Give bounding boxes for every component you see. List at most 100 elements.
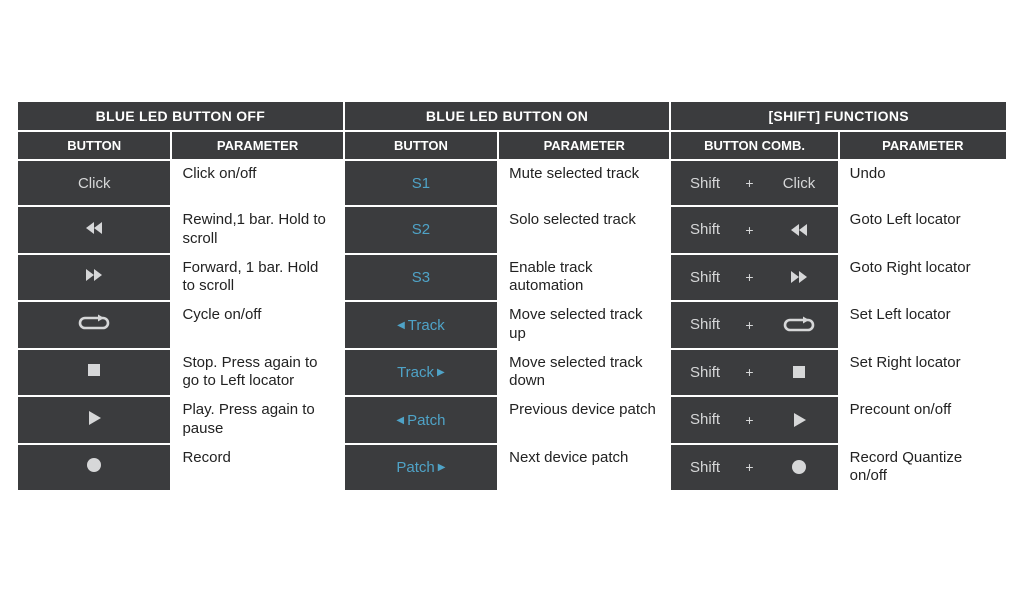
- section-shift-header: [SHIFT] FUNCTIONS: [670, 101, 1007, 131]
- table-row: Stop. Press again to go to Left locator T…: [17, 349, 1007, 397]
- off-button-cell: [17, 301, 171, 349]
- off-param-cell: Record: [171, 444, 343, 492]
- shift-combo-inner: Shift +: [671, 445, 837, 491]
- section-on-header: BLUE LED BUTTON ON: [344, 101, 671, 131]
- shift-combo-inner: Shift +: [671, 302, 837, 348]
- plus-label: +: [745, 269, 753, 285]
- col-on-param: PARAMETER: [498, 131, 670, 160]
- on-param-cell: Mute selected track: [498, 160, 670, 206]
- shift-combo-cell: Shift +: [670, 444, 838, 492]
- arrow-label: ◀Track: [397, 317, 445, 334]
- button-label: Click: [78, 175, 111, 192]
- stop-icon: [790, 363, 808, 381]
- on-param-cell: Move selected track up: [498, 301, 670, 349]
- shift-combo-cell: Shift +: [670, 254, 838, 302]
- col-shift-param: PARAMETER: [839, 131, 1007, 160]
- col-header-row: BUTTON PARAMETER BUTTON PARAMETER BUTTON…: [17, 131, 1007, 160]
- button-label: Patch: [407, 412, 445, 429]
- on-param-cell: Previous device patch: [498, 396, 670, 444]
- stop-icon: [85, 361, 103, 379]
- table-row: Cycle on/off ◀Track Move selected track up…: [17, 301, 1007, 349]
- section-off-header: BLUE LED BUTTON OFF: [17, 101, 344, 131]
- button-label: Track: [408, 317, 445, 334]
- on-param-cell: Solo selected track: [498, 206, 670, 254]
- cycle-icon: [782, 316, 816, 334]
- shift-param-cell: Precount on/off: [839, 396, 1007, 444]
- shift-combo-cell: Shift +: [670, 349, 838, 397]
- shift-combo-inner: Shift +: [671, 397, 837, 443]
- shift-param-cell: Set Left locator: [839, 301, 1007, 349]
- shift-label: Shift: [690, 411, 720, 428]
- plus-label: +: [745, 317, 753, 333]
- shift-label: Shift: [690, 175, 720, 192]
- shift-combo-cell: Shift +: [670, 396, 838, 444]
- plus-label: +: [745, 364, 753, 380]
- table-row: Click Click on/off S1 Mute selected track S…: [17, 160, 1007, 206]
- shift-combo-cell: Shift +: [670, 301, 838, 349]
- triangle-left-icon: ◀: [397, 320, 405, 331]
- col-off-button: BUTTON: [17, 131, 171, 160]
- off-button-cell: Click: [17, 160, 171, 206]
- shift-label: Shift: [690, 269, 720, 286]
- triangle-right-icon: ▶: [438, 462, 446, 473]
- shift-label: Shift: [690, 221, 720, 238]
- off-param-cell: Click on/off: [171, 160, 343, 206]
- off-param-cell: Rewind,1 bar. Hold to scroll: [171, 206, 343, 254]
- shift-glyph: Click: [779, 175, 819, 192]
- shift-label: Shift: [690, 364, 720, 381]
- on-button-cell: ◀Patch: [344, 396, 498, 444]
- cycle-icon: [77, 314, 111, 332]
- forward-icon: [84, 266, 104, 284]
- table-row: Play. Press again to pause◀PatchPrevious…: [17, 396, 1007, 444]
- on-param-cell: Next device patch: [498, 444, 670, 492]
- button-label: S3: [412, 269, 430, 286]
- button-label: Click: [783, 175, 816, 192]
- off-param-cell: Cycle on/off: [171, 301, 343, 349]
- shift-glyph: [779, 268, 819, 286]
- button-label: Patch: [396, 459, 434, 476]
- table-row: Forward, 1 bar. Hold to scrollS3Enable t…: [17, 254, 1007, 302]
- play-icon: [85, 409, 103, 427]
- triangle-left-icon: ◀: [396, 415, 404, 426]
- off-param-cell: Play. Press again to pause: [171, 396, 343, 444]
- shift-glyph: [779, 411, 819, 429]
- on-button-cell: S2: [344, 206, 498, 254]
- off-button-cell: [17, 349, 171, 397]
- shift-glyph: [779, 363, 819, 381]
- on-param-cell: Move selected track down: [498, 349, 670, 397]
- on-button-cell: Track▶: [344, 349, 498, 397]
- shift-glyph: [779, 458, 819, 476]
- on-button-cell: ◀Track: [344, 301, 498, 349]
- shift-combo-inner: Shift +: [671, 255, 837, 301]
- plus-label: +: [745, 459, 753, 475]
- shift-label: Shift: [690, 459, 720, 476]
- off-button-cell: [17, 396, 171, 444]
- button-label: Track: [397, 364, 434, 381]
- off-button-cell: [17, 444, 171, 492]
- off-button-cell: [17, 206, 171, 254]
- play-icon: [790, 411, 808, 429]
- shift-combo-inner: Shift +: [671, 350, 837, 396]
- shift-param-cell: Set Right locator: [839, 349, 1007, 397]
- controls-table: BLUE LED BUTTON OFF BLUE LED BUTTON ON […: [16, 100, 1008, 492]
- shift-combo-cell: Shift + Click: [670, 160, 838, 206]
- shift-combo-cell: Shift +: [670, 206, 838, 254]
- col-off-param: PARAMETER: [171, 131, 343, 160]
- table-row: RecordPatch▶Next device patch Shift + Re…: [17, 444, 1007, 492]
- off-button-cell: [17, 254, 171, 302]
- shift-param-cell: Undo: [839, 160, 1007, 206]
- button-label: S1: [412, 175, 430, 192]
- shift-glyph: [779, 221, 819, 239]
- table-body: Click Click on/off S1 Mute selected track S…: [17, 160, 1007, 491]
- shift-glyph: [779, 316, 819, 334]
- section-header-row: BLUE LED BUTTON OFF BLUE LED BUTTON ON […: [17, 101, 1007, 131]
- rewind-icon: [789, 221, 809, 239]
- on-button-cell: S1: [344, 160, 498, 206]
- arrow-label: Track▶: [397, 364, 445, 381]
- on-param-cell: Enable track automation: [498, 254, 670, 302]
- record-icon: [85, 456, 103, 474]
- arrow-label: Patch ▶: [396, 459, 445, 476]
- rewind-icon: [84, 219, 104, 237]
- off-param-cell: Stop. Press again to go to Left locator: [171, 349, 343, 397]
- forward-icon: [789, 268, 809, 286]
